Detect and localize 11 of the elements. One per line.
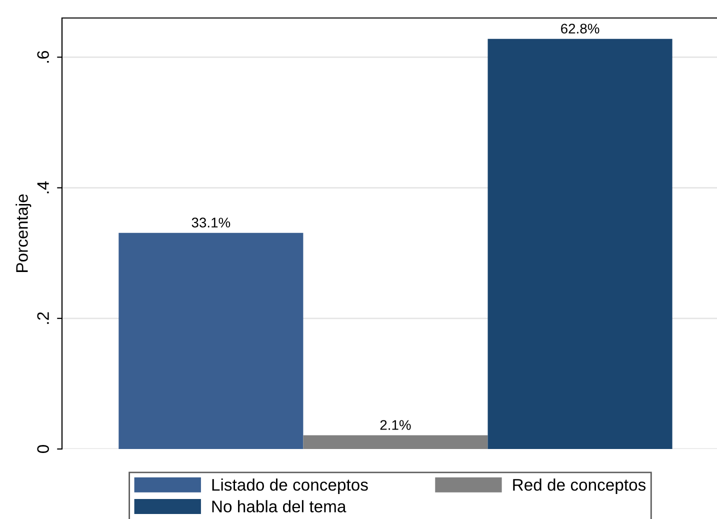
y-axis-title: Porcentaje [16,194,32,272]
legend-label: Red de conceptos [513,478,646,494]
y-tick-label: .6 [37,50,49,63]
legend-label: Listado de conceptos [212,478,368,494]
y-tick-label: .4 [37,181,49,194]
data-label: 62.8% [561,24,600,34]
data-label: 2.1% [380,420,411,430]
y-tick-label: 0 [37,445,49,453]
data-label: 33.1% [192,218,230,228]
legend-label: No habla del tema [212,500,346,512]
y-tick-label: .2 [37,312,49,324]
